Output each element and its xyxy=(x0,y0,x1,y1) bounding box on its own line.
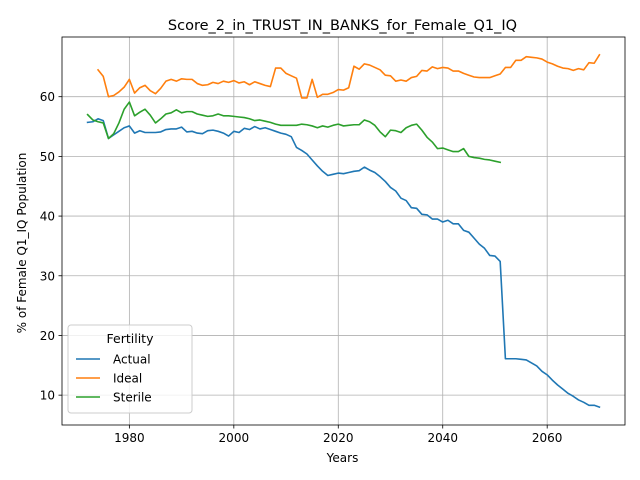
x-tick-label: 2020 xyxy=(323,431,354,445)
series-line-sterile xyxy=(86,101,502,164)
legend-label-sterile: Sterile xyxy=(113,391,152,405)
x-tick-label: 1980 xyxy=(114,431,145,445)
x-axis-label: Years xyxy=(326,451,359,465)
chart-title: Score_2_in_TRUST_IN_BANKS_for_Female_Q1_… xyxy=(168,18,517,34)
y-tick-label: 30 xyxy=(40,269,55,283)
legend: Fertility Actual Ideal Sterile xyxy=(67,324,193,414)
x-tick-label: 2040 xyxy=(427,431,458,445)
legend-box xyxy=(67,324,193,414)
y-tick-label: 60 xyxy=(40,90,55,104)
plot-frame xyxy=(61,36,626,426)
y-tick-label: 20 xyxy=(40,329,55,343)
y-tick-label: 50 xyxy=(40,150,55,164)
legend-label-actual: Actual xyxy=(113,353,151,367)
series-lines xyxy=(86,53,601,409)
series-line-ideal xyxy=(96,53,601,99)
series-line-actual xyxy=(86,117,601,409)
y-tick-label: 40 xyxy=(40,210,55,224)
axis-ticks: 1980 2000 2020 2040 2060 10 20 30 40 50 60 xyxy=(40,90,563,445)
legend-title: Fertility xyxy=(107,331,155,346)
y-axis-label: % of Female Q1_IQ Population xyxy=(15,153,29,334)
y-tick-label: 10 xyxy=(40,389,55,403)
grid-lines xyxy=(62,37,625,425)
x-tick-label: 2000 xyxy=(219,431,250,445)
legend-label-ideal: Ideal xyxy=(113,372,142,386)
x-tick-label: 2060 xyxy=(532,431,563,445)
